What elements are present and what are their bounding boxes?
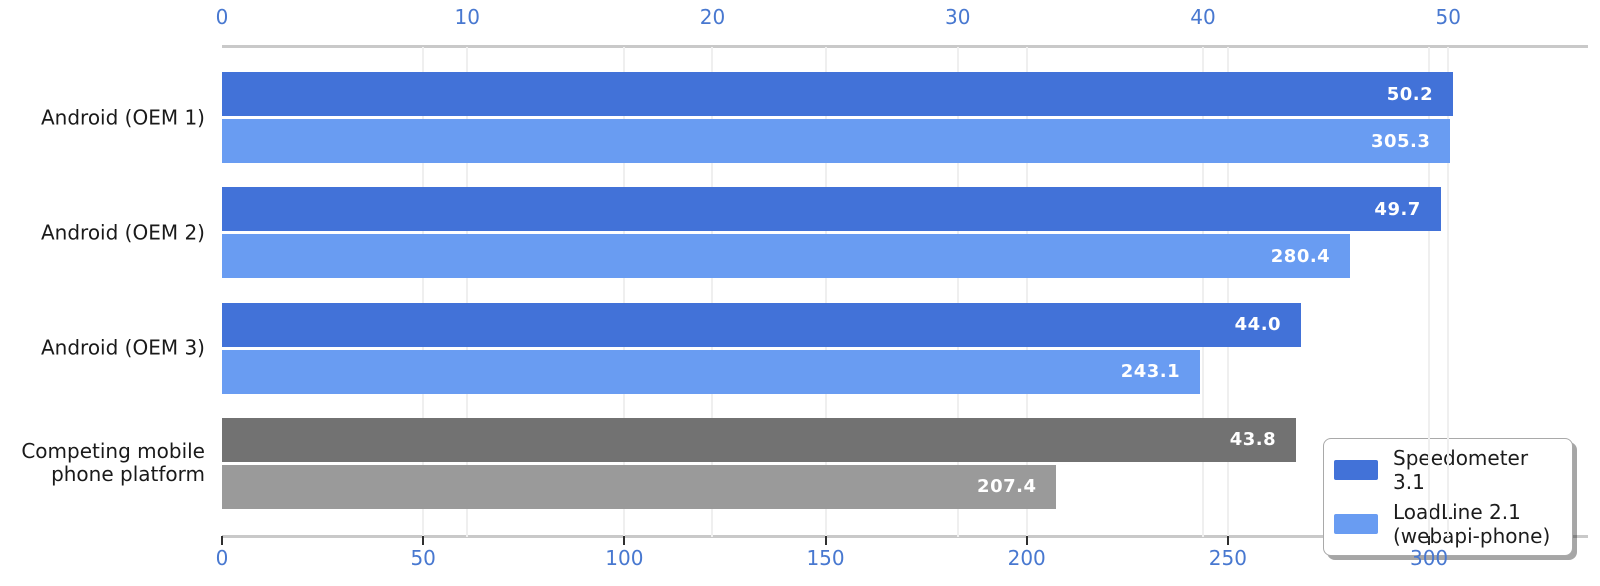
top-axis-tick-label: 40	[1190, 5, 1216, 29]
top-axis-tick-label: 30	[944, 5, 971, 29]
gridline	[1201, 47, 1204, 537]
bar-loadline: 280.4	[222, 234, 1351, 279]
category-label: Android (OEM 2)	[40, 220, 205, 245]
bar-loadline: 243.1	[222, 349, 1201, 394]
bar-value-label: 207.4	[977, 476, 1037, 498]
bar-value-label: 44.0	[1234, 314, 1282, 336]
bar-loadline: 207.4	[222, 464, 1057, 509]
bottom-axis-tick-label: 100	[605, 546, 644, 570]
legend-entry-speedometer: Speedometer 3.1	[1334, 446, 1562, 494]
gridline	[1226, 47, 1229, 537]
top-axis-tick-label: 20	[699, 5, 726, 29]
gridline	[1025, 47, 1028, 537]
bottom-axis-tick-mark	[221, 536, 223, 545]
top-axis-tick-label: 10	[454, 5, 480, 29]
legend-swatch-loadline-icon	[1334, 514, 1378, 534]
bottom-axis-tick-mark	[1226, 536, 1229, 545]
bar-value-label: 243.1	[1120, 361, 1181, 383]
bottom-axis-tick-mark	[1025, 536, 1028, 545]
category-label: Android (OEM 1)	[40, 105, 205, 129]
gridline	[956, 47, 959, 537]
top-axis-tick-label: 0	[215, 5, 229, 29]
bottom-axis-line	[222, 535, 1588, 538]
gridline	[711, 47, 714, 537]
bar-value-label: 50.2	[1386, 83, 1434, 105]
legend-entry-loadline: LoadLine 2.1 (webapi-phone)	[1334, 500, 1562, 548]
top-axis-tick-label: 50	[1435, 5, 1461, 29]
bar-value-label: 43.8	[1229, 429, 1277, 451]
bottom-axis-tick-label: 0	[215, 546, 229, 570]
bar-value-label: 49.7	[1374, 198, 1421, 220]
bottom-axis-tick-mark	[824, 536, 827, 545]
bottom-axis-tick-mark	[422, 536, 425, 545]
bottom-axis-tick-mark	[1428, 536, 1431, 545]
gridline	[1428, 47, 1431, 537]
bottom-axis-tick-label: 150	[806, 546, 845, 570]
legend-swatch-speedometer-icon	[1334, 460, 1378, 480]
bottom-axis-tick-label: 200	[1007, 546, 1046, 570]
gridline	[623, 47, 626, 537]
bar-speedometer: 50.2	[222, 72, 1454, 116]
gridline	[1447, 47, 1450, 537]
bar-speedometer: 44.0	[222, 302, 1302, 347]
bar-loadline: 305.3	[222, 119, 1451, 163]
legend-label-speedometer: Speedometer 3.1	[1393, 446, 1529, 494]
bar-speedometer: 43.8	[222, 417, 1297, 462]
bar-value-label: 305.3	[1370, 130, 1431, 152]
bottom-axis-tick-label: 250	[1208, 546, 1247, 570]
top-axis-line	[222, 45, 1588, 48]
gridline	[466, 47, 469, 537]
bar-speedometer: 49.7	[222, 187, 1441, 232]
category-label: Competing mobile phone platform	[21, 439, 205, 487]
bottom-axis-tick-mark	[623, 536, 626, 545]
legend-label-loadline: LoadLine 2.1 (webapi-phone)	[1393, 500, 1551, 548]
bottom-axis-tick-label: 300	[1409, 546, 1449, 570]
bar-value-label: 280.4	[1270, 245, 1331, 267]
bottom-axis-tick-label: 50	[410, 546, 436, 570]
category-label: Android (OEM 3)	[40, 335, 205, 360]
gridline	[824, 47, 827, 537]
gridline	[422, 47, 425, 537]
